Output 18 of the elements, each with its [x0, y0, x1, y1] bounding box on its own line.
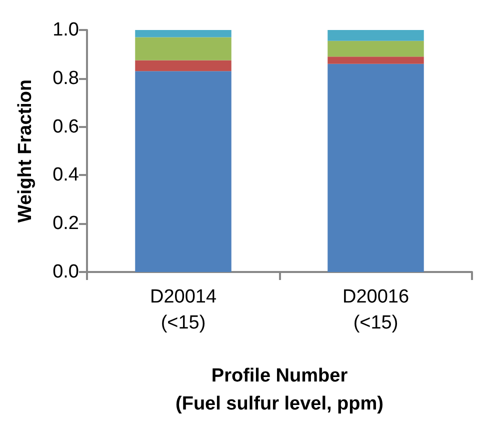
bar	[135, 60, 232, 72]
y-axis-title: Weight Fraction	[15, 79, 36, 223]
bar	[328, 64, 424, 272]
y-tick-label: 0.0	[52, 262, 79, 282]
x-axis-title: Profile Number (Fuel sulfur level, ppm)	[176, 366, 384, 414]
bar	[328, 30, 424, 41]
y-tick-label: 0.6	[52, 116, 79, 138]
y-tick-label: 0.8	[52, 68, 79, 89]
bar	[328, 40, 424, 57]
y-tick-label: 0.4	[52, 164, 80, 186]
bar	[135, 37, 232, 60]
x-tick-label: D20016 (<15)	[342, 286, 410, 334]
bar	[135, 30, 232, 38]
bar	[328, 56, 424, 64]
y-tick-label: 0.2	[52, 213, 79, 234]
y-tick-label: 1.0	[52, 20, 79, 40]
x-tick-label: D20014 (<15)	[150, 286, 217, 334]
bar	[135, 71, 232, 272]
